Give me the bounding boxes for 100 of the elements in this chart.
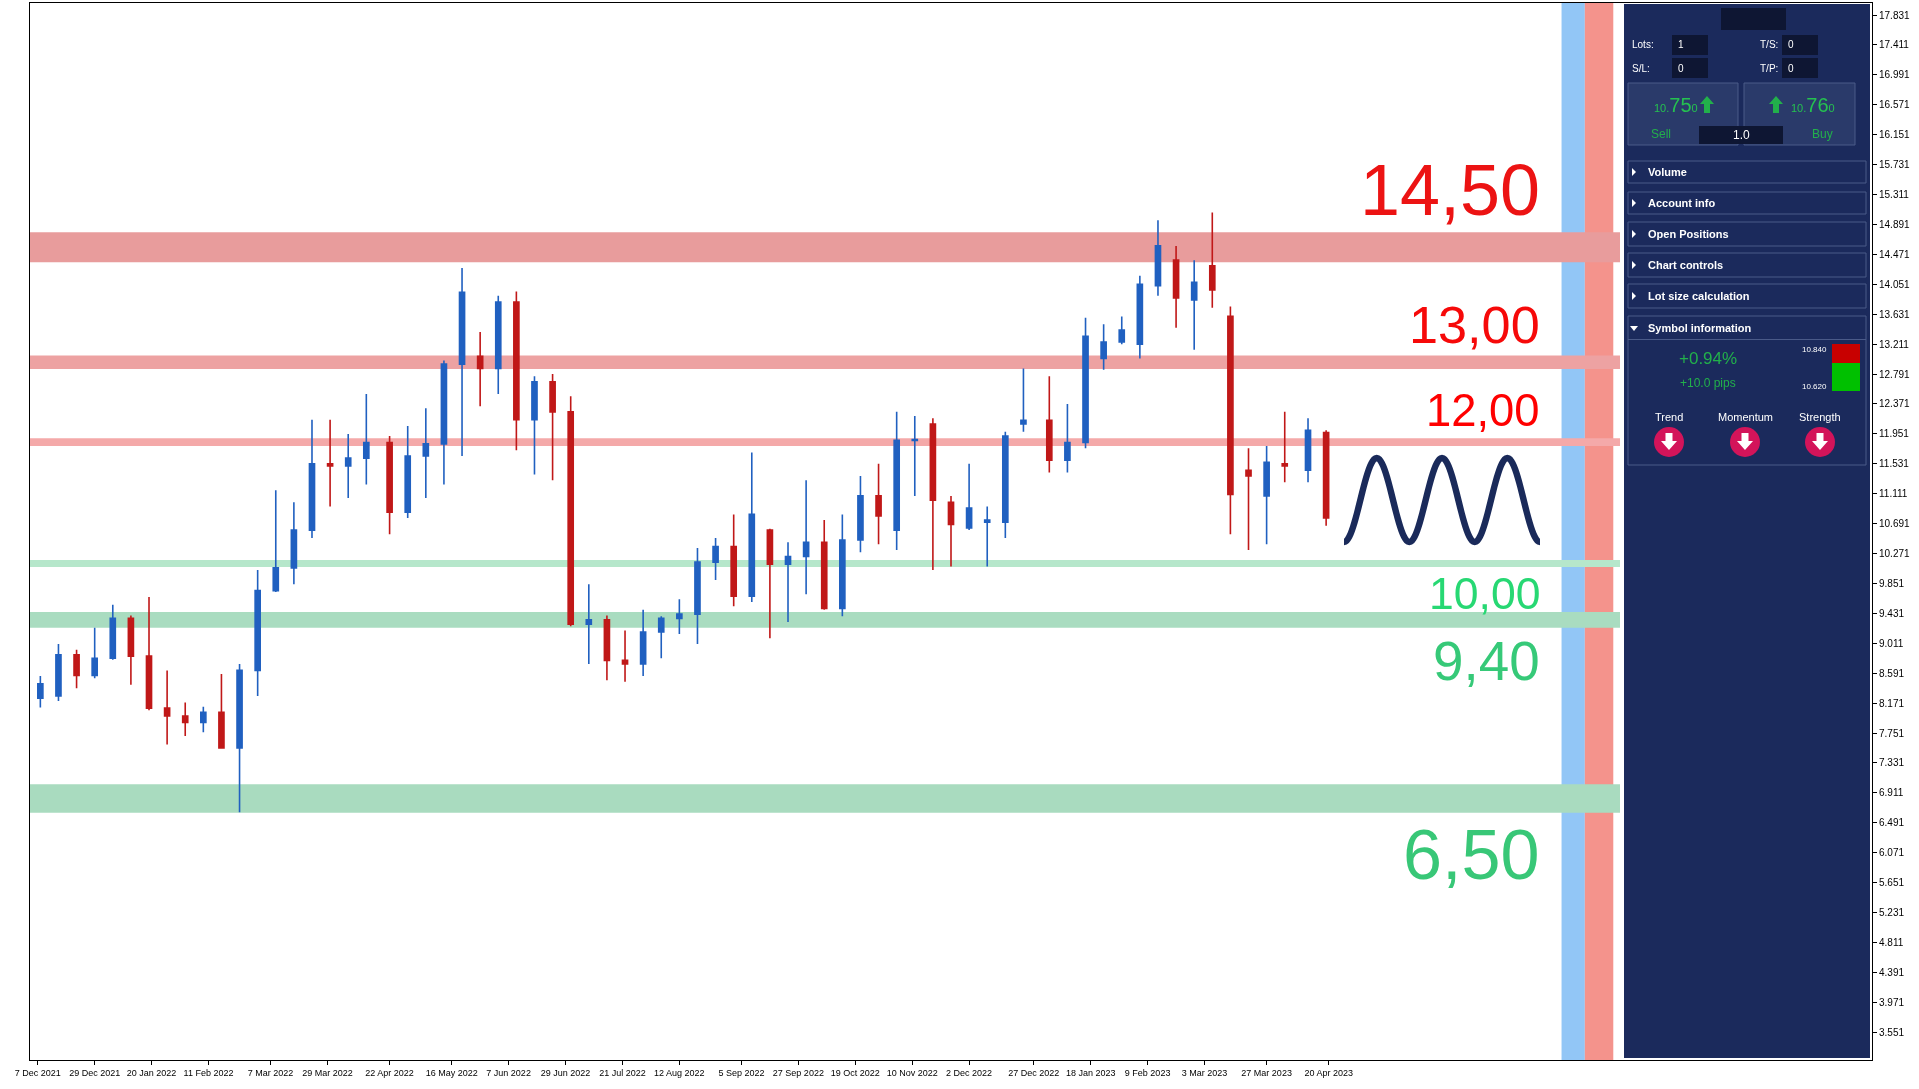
candlestick: [1190, 259, 1198, 351]
y-tick-label: 10.271: [1879, 548, 1911, 560]
candlestick: [947, 495, 955, 568]
candlestick: [163, 669, 171, 746]
candlestick: [875, 463, 882, 546]
y-tick-label: 9.851: [1879, 577, 1905, 589]
annotation: +10.0 pips: [1680, 376, 1736, 390]
candlestick: [181, 701, 189, 737]
y-tick-label: 12.791: [1879, 368, 1911, 380]
y-tick-label: 11.531: [1879, 458, 1910, 470]
y-tick-label: 8.171: [1879, 697, 1905, 709]
annotation: 1.0: [1733, 128, 1751, 142]
y-tick-label: 14.891: [1879, 218, 1911, 230]
annotation: Lots:: [1632, 39, 1654, 50]
annotation: Lot size calculation: [1648, 290, 1750, 302]
annotation: Trend: [1655, 411, 1684, 423]
band-label: 13,00: [1409, 296, 1540, 354]
candlestick: [730, 513, 738, 608]
annotation: 10.760: [1791, 94, 1835, 116]
candlestick: [748, 451, 756, 603]
candlestick: [218, 673, 225, 750]
x-tick-label: 29 Jun 2022: [540, 1067, 591, 1078]
annotation: +0.94%: [1679, 349, 1738, 368]
band-label: 10,00: [1429, 569, 1541, 618]
candlestick: [362, 393, 370, 486]
candlestick: [585, 583, 593, 665]
candlestick: [983, 505, 991, 568]
y-tick-label: 9.431: [1879, 607, 1905, 619]
x-tick-label: 7 Dec 2021: [14, 1067, 61, 1078]
x-tick-label: 11 Feb 2022: [183, 1067, 234, 1078]
candlestick: [145, 596, 153, 712]
candlestick: [290, 501, 298, 586]
annotation: 0: [1788, 39, 1794, 50]
candlestick: [1227, 305, 1234, 536]
candlestick: [272, 489, 280, 593]
y-tick-label: 3.971: [1879, 996, 1905, 1008]
candlestick: [1208, 211, 1216, 309]
annotation: Volume: [1648, 166, 1687, 178]
annotation: T/S:: [1760, 39, 1779, 50]
candlestick: [567, 395, 575, 628]
candlestick: [1154, 219, 1162, 297]
candlestick: [236, 663, 243, 813]
annotation: Momentum: [1718, 411, 1774, 423]
candlestick: [784, 541, 792, 623]
y-tick-label: 8.591: [1879, 667, 1905, 679]
candlestick: [1322, 429, 1330, 527]
y-tick-label: 5.231: [1879, 906, 1905, 918]
annotation: Chart controls: [1648, 259, 1724, 271]
candlestick: [91, 626, 99, 680]
candlestick: [857, 475, 864, 553]
x-tick-label: 21 Jul 2022: [599, 1067, 646, 1078]
candlestick: [965, 463, 973, 531]
y-tick-label: 3.551: [1879, 1026, 1905, 1038]
x-tick-label: 22 Apr 2022: [365, 1067, 414, 1078]
annotation: S/L:: [1632, 63, 1650, 74]
band-label: 6,50: [1403, 815, 1540, 894]
annotation: Open Positions: [1648, 228, 1729, 240]
x-tick-label: 3 Mar 2023: [1181, 1067, 1228, 1078]
candlestick: [440, 359, 448, 486]
candlestick: [712, 537, 719, 581]
candlestick: [386, 435, 393, 536]
candlestick: [37, 675, 44, 709]
x-tick-label: 10 Nov 2022: [886, 1067, 938, 1078]
candlestick: [1281, 411, 1289, 484]
annotation: Sell: [1651, 127, 1672, 141]
candlestick: [1263, 445, 1270, 546]
y-tick-label: 16.991: [1879, 69, 1911, 81]
y-tick-label: 17.411: [1879, 39, 1910, 51]
candlestick: [676, 598, 683, 635]
y-tick-label: 11.111: [1879, 488, 1908, 500]
candlestick: [326, 418, 334, 508]
candlestick: [929, 417, 937, 571]
y-tick-label: 4.391: [1879, 966, 1905, 978]
candlestick: [127, 614, 135, 686]
annotation: T/P:: [1760, 63, 1779, 74]
candlestick: [308, 418, 316, 539]
band-label: 9,40: [1433, 630, 1540, 692]
candlestick: [1118, 315, 1126, 345]
y-tick-label: 7.751: [1879, 727, 1905, 739]
candlestick: [911, 415, 919, 497]
annotation: 0: [1678, 63, 1684, 74]
annotation: 1: [1678, 39, 1684, 50]
y-tick-label: 6.071: [1879, 847, 1905, 859]
candlestick: [254, 569, 261, 697]
x-tick-label: 29 Dec 2021: [69, 1067, 121, 1078]
x-tick-label: 9 Feb 2023: [1124, 1067, 1171, 1078]
candlestick: [1172, 245, 1180, 329]
candlestick: [494, 294, 502, 395]
candlestick: [603, 614, 611, 682]
y-tick-label: 10.691: [1879, 518, 1911, 530]
candlestick: [1020, 367, 1027, 433]
y-tick-label: 6.911: [1879, 787, 1904, 799]
annotation: Symbol information: [1648, 322, 1752, 334]
x-tick-label: 20 Jan 2022: [126, 1067, 177, 1078]
annotation: Strength: [1799, 411, 1841, 423]
candlestick: [73, 648, 80, 689]
x-tick-label: 27 Dec 2022: [1008, 1067, 1060, 1078]
band-label: 12,00: [1426, 385, 1540, 436]
x-tick-label: 20 Apr 2023: [1304, 1067, 1353, 1078]
x-tick-label: 12 Aug 2022: [654, 1067, 705, 1078]
